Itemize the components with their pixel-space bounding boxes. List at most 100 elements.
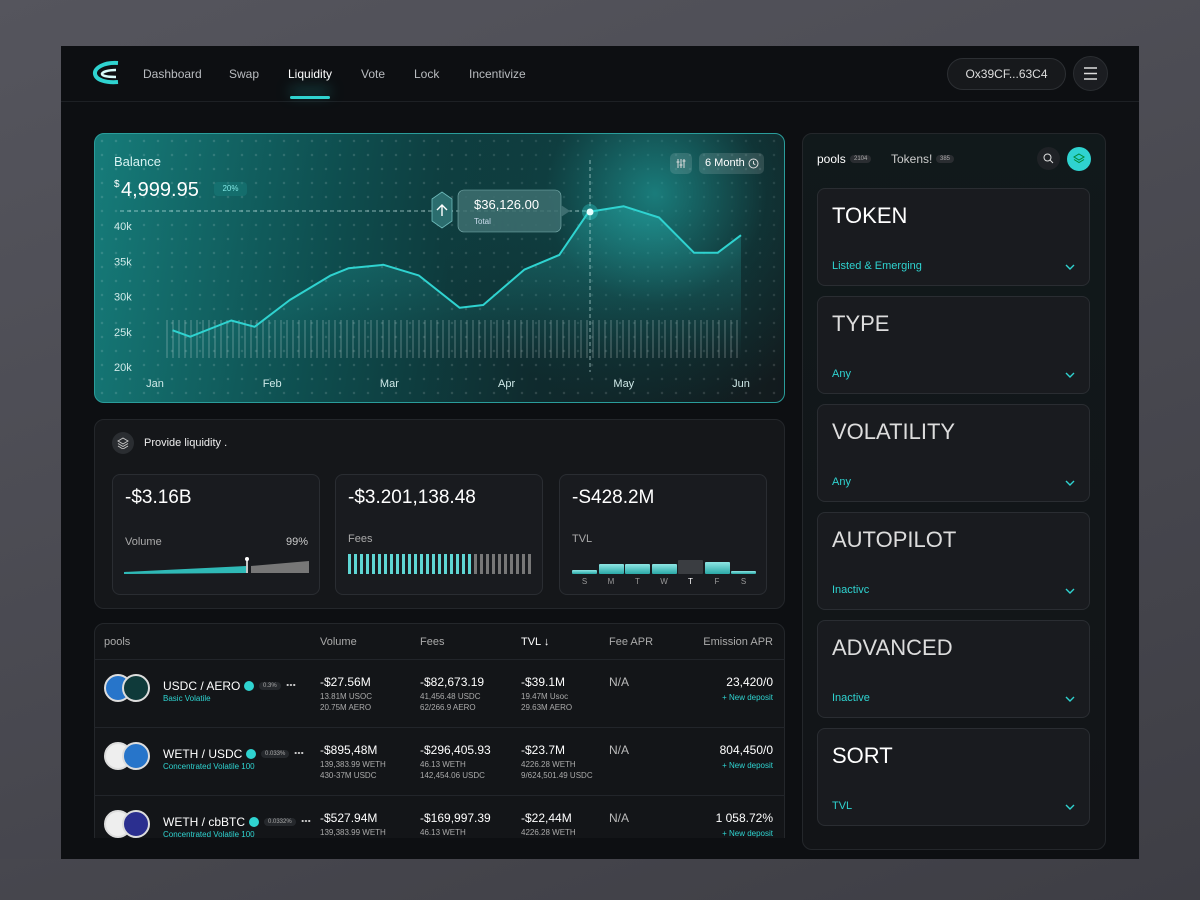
balance-title: Balance: [114, 154, 161, 169]
x-tick-label: Apr: [498, 378, 515, 390]
filter-title: TYPE: [832, 311, 890, 336]
token-icon: [122, 674, 150, 702]
layers-path: [117, 437, 129, 449]
cell-volume-detail: 139,383.99 WETH: [320, 760, 386, 769]
x-tick-label: Mar: [380, 378, 399, 390]
pool-type: Concentrated Volatile 100: [163, 830, 255, 839]
cell-volume-detail: 20.75M AERO: [320, 703, 372, 712]
x-tick-label: Jan: [146, 378, 164, 390]
table-header[interactable]: Volume: [320, 636, 357, 648]
nav-item[interactable]: Liquidity: [288, 67, 333, 81]
stat-card: -S428.2M TVL S M T W T F S: [559, 474, 767, 595]
chevron: [1065, 264, 1075, 270]
fee-badge: 0.033%: [261, 750, 290, 758]
cell-fees-detail: 46.13 WETH: [420, 760, 466, 769]
cell-volume-detail: 139,383.99 WETH: [320, 828, 386, 837]
cell-tvl-detail: 19.47M Usoc: [521, 692, 569, 701]
filter-tab[interactable]: pools: [817, 152, 846, 166]
search-icon: [1043, 153, 1054, 164]
layers-path: [1073, 153, 1085, 164]
tooltip-label: Total: [474, 217, 491, 226]
filter-tab[interactable]: Tokens!: [891, 152, 933, 166]
new-deposit-link[interactable]: + New deposit: [722, 761, 773, 770]
cell-volume: -$27.56M: [320, 675, 371, 689]
filter-card[interactable]: SORT TVL: [817, 728, 1090, 826]
menu-button[interactable]: [1073, 56, 1108, 91]
wallet-pill[interactable]: Ox39CF...63C4: [947, 58, 1066, 90]
filter-button[interactable]: [670, 153, 692, 174]
wallet-address: Ox39CF...63C4: [965, 67, 1048, 81]
tvl-day-bar: [678, 560, 703, 574]
fee-badge: 0.3%: [259, 682, 281, 690]
cell-tvl: -$23.7M: [521, 743, 566, 757]
cell-tvl-detail: 9/624,501.49 USDC: [521, 771, 593, 780]
tvl-day-label: W: [660, 577, 668, 586]
x-tick-label: May: [613, 378, 634, 390]
layers-button[interactable]: [1067, 147, 1091, 171]
balance-currency: $: [114, 179, 120, 190]
tvl-day-bar: [572, 570, 597, 574]
nav-item[interactable]: Vote: [361, 67, 386, 81]
pool-type: Concentrated Volatile 100: [163, 762, 255, 771]
progress-filled: [124, 566, 246, 574]
filter-title: SORT: [832, 743, 893, 768]
table-header[interactable]: Fee APR: [609, 636, 654, 648]
stat-label: Fees: [348, 533, 373, 545]
fees-bars-rest: [474, 554, 531, 574]
tooltip-value: $36,126.00: [474, 197, 539, 212]
filter-card[interactable]: ADVANCED Inactive: [817, 620, 1090, 718]
search-button[interactable]: [1037, 147, 1060, 170]
row-divider: [94, 727, 785, 728]
chevron: [1065, 804, 1075, 810]
chevron-path: [1065, 696, 1075, 702]
cell-tvl-detail: 4226.28 WETH: [521, 760, 576, 769]
nav-item[interactable]: Incentivize: [469, 67, 526, 81]
filter-icon-path: [676, 159, 686, 168]
filter-tab-count: 385: [936, 155, 955, 163]
y-tick-label: 35k: [114, 256, 132, 268]
filter-title: ADVANCED: [832, 635, 953, 660]
cell-emission-apr: 1 058.72%: [715, 811, 773, 825]
new-deposit-link[interactable]: + New deposit: [722, 693, 773, 702]
filter-card[interactable]: AUTOPILOT Inactivc: [817, 512, 1090, 610]
table-header[interactable]: Emission APR: [703, 636, 773, 648]
pool-type: Basic Volatile: [163, 694, 211, 703]
tvl-day-bar: [625, 564, 650, 574]
progress-knob: [245, 557, 249, 561]
nav-item[interactable]: Lock: [414, 67, 440, 81]
cell-fee-apr: N/A: [609, 743, 630, 757]
tvl-day-label: T: [688, 577, 693, 586]
row-menu: [294, 752, 304, 754]
stat-value: -$3.16B: [125, 487, 192, 508]
chevron: [1065, 480, 1075, 486]
stat-card: -$3.16B Volume 99%: [112, 474, 320, 595]
filter-card[interactable]: TOKEN Listed & Emerging: [817, 188, 1090, 286]
cell-tvl: -$22,44M: [521, 811, 572, 825]
balance-change-text: 20%: [222, 184, 239, 193]
nav-item[interactable]: Swap: [229, 67, 260, 81]
y-tick-label: 20k: [114, 362, 132, 374]
stat-value: -S428.2M: [572, 487, 655, 508]
filter-card[interactable]: VOLATILITY Any: [817, 404, 1090, 502]
table-header[interactable]: pools: [104, 636, 131, 648]
table-header[interactable]: Fees: [420, 636, 445, 648]
layers-icon: [117, 437, 129, 449]
row-menu: [286, 684, 296, 686]
filter-title: VOLATILITY: [832, 419, 956, 444]
period-button[interactable]: 6 Month: [699, 153, 764, 174]
cell-fees: -$169,997.39: [420, 811, 491, 825]
filter-value: Any: [832, 476, 851, 488]
row-divider: [94, 659, 785, 660]
cell-fees-detail: 41,456.48 USDC: [420, 692, 481, 701]
table-header[interactable]: TVL ↓: [521, 636, 550, 648]
stat-value: -$3.201,138.48: [348, 487, 476, 508]
new-deposit-link[interactable]: + New deposit: [722, 829, 773, 838]
filter-card[interactable]: TYPE Any: [817, 296, 1090, 394]
verified-badge: [246, 749, 256, 759]
menu-icon: [1084, 67, 1097, 80]
verified-badge: [244, 681, 254, 691]
nav-item[interactable]: Dashboard: [143, 67, 202, 81]
balance-change: 20%: [214, 182, 247, 196]
